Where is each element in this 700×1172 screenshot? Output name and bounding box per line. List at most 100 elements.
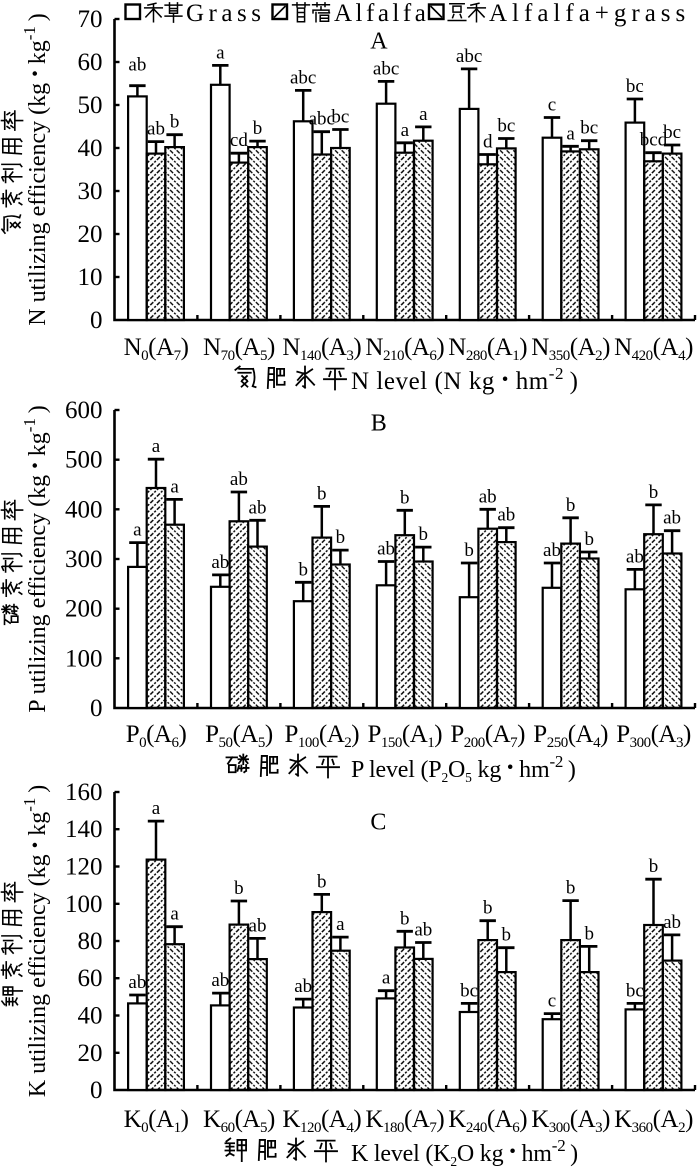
svg-text:a: a — [382, 968, 391, 989]
svg-text:ab: ab — [663, 508, 681, 529]
svg-text:b: b — [584, 529, 594, 550]
svg-text:b: b — [566, 878, 576, 899]
svg-text:30: 30 — [78, 178, 103, 205]
svg-text:0: 0 — [90, 307, 103, 334]
svg-text:K level (K2​O kg •​ hm-2 ): K level (K2​O kg •​ hm-2 ) — [351, 1136, 578, 1167]
svg-text:300: 300 — [65, 546, 103, 573]
svg-text:K utilizing efficiency (kg •​: K utilizing efficiency (kg •​ kg-1 ) — [20, 785, 51, 1097]
svg-text:bc: bc — [626, 980, 644, 1001]
svg-text:b: b — [234, 878, 244, 899]
svg-text:b: b — [400, 908, 410, 929]
svg-text:ab: ab — [211, 552, 229, 573]
svg-text:600: 600 — [65, 397, 103, 424]
svg-text:ab: ab — [147, 119, 165, 140]
svg-text:a: a — [152, 798, 161, 819]
svg-text:ab: ab — [414, 920, 432, 941]
svg-text:60: 60 — [78, 965, 103, 992]
svg-text:b: b — [649, 856, 659, 877]
svg-text:Alfalfa: Alfalfa — [334, 0, 429, 27]
svg-text:Grass: Grass — [186, 0, 265, 27]
svg-text:80: 80 — [78, 928, 103, 955]
svg-text:b: b — [317, 871, 327, 892]
svg-text:K360​(A2​): K360​(A2​) — [614, 1106, 693, 1136]
svg-text:bc: bc — [331, 107, 349, 128]
svg-text:b: b — [317, 483, 327, 504]
svg-text:70: 70 — [78, 6, 103, 33]
svg-text:160: 160 — [65, 779, 103, 806]
svg-text:a: a — [401, 120, 410, 141]
svg-text:b: b — [336, 527, 346, 548]
svg-text:140: 140 — [65, 816, 103, 843]
svg-text:a: a — [170, 476, 179, 497]
svg-text:P200​(A7​): P200​(A7​) — [450, 721, 525, 751]
svg-text:50: 50 — [78, 92, 103, 119]
svg-text:B: B — [371, 411, 387, 437]
svg-text:ab: ab — [543, 540, 561, 561]
svg-text:ab: ab — [128, 55, 146, 76]
svg-text:b: b — [400, 487, 410, 508]
svg-text:P level (P2​O5​ kg •​ hm-2 ): P level (P2​O5​ kg •​ hm-2 ) — [351, 752, 576, 785]
svg-text:abc: abc — [373, 58, 399, 79]
svg-text:b: b — [298, 559, 308, 580]
svg-text:120: 120 — [65, 854, 103, 881]
svg-text:Alfalfa+grass: Alfalfa+grass — [489, 0, 690, 27]
svg-text:a: a — [170, 904, 179, 925]
svg-text:200: 200 — [65, 596, 103, 623]
svg-text:ab: ab — [230, 469, 248, 490]
svg-text:c: c — [548, 991, 556, 1012]
svg-text:b: b — [464, 540, 474, 561]
svg-text:abc: abc — [290, 67, 316, 88]
svg-text:N0​(A7​): N0​(A7​) — [124, 334, 189, 364]
svg-text:cd: cd — [230, 130, 248, 151]
svg-text:bc: bc — [626, 76, 644, 97]
svg-text:N level (N kg •​ hm-2 ): N level (N kg •​ hm-2 ) — [351, 364, 578, 395]
svg-text:ab: ab — [249, 915, 267, 936]
svg-text:ab: ab — [626, 546, 644, 567]
svg-text:ab: ab — [479, 486, 497, 507]
svg-text:ab: ab — [497, 505, 515, 526]
svg-text:b: b — [566, 495, 576, 516]
svg-text:d: d — [483, 132, 493, 153]
svg-text:N utilizing efficiency (kg •​: N utilizing efficiency (kg •​ kg-1 ) — [20, 13, 51, 325]
svg-text:K60​(A5​): K60​(A5​) — [203, 1106, 275, 1136]
svg-text:0: 0 — [90, 1077, 103, 1104]
svg-text:b: b — [253, 118, 263, 139]
svg-text:abc: abc — [456, 46, 482, 67]
svg-text:bcd: bcd — [640, 130, 668, 151]
svg-text:b: b — [502, 925, 512, 946]
svg-text:b: b — [584, 923, 594, 944]
svg-text:a: a — [566, 123, 575, 144]
svg-text:b: b — [483, 898, 493, 919]
svg-text:a: a — [216, 42, 225, 63]
svg-text:0: 0 — [90, 695, 103, 722]
svg-text:bc: bc — [663, 122, 681, 143]
svg-text:ab: ab — [211, 970, 229, 991]
svg-text:bc: bc — [497, 116, 515, 137]
svg-text:b: b — [419, 524, 429, 545]
svg-text:ab: ab — [128, 972, 146, 993]
svg-text:100: 100 — [65, 891, 103, 918]
svg-text:a: a — [133, 520, 142, 541]
svg-text:C: C — [370, 810, 386, 836]
svg-text:bc: bc — [460, 980, 478, 1001]
svg-text:A: A — [370, 29, 388, 55]
svg-text:500: 500 — [65, 447, 103, 474]
svg-text:a: a — [336, 914, 345, 935]
svg-text:a: a — [419, 104, 428, 125]
svg-text:100: 100 — [65, 645, 103, 672]
svg-text:c: c — [548, 95, 556, 116]
svg-text:ab: ab — [294, 976, 312, 997]
svg-text:abc: abc — [309, 109, 335, 130]
svg-text:a: a — [152, 436, 161, 457]
svg-text:400: 400 — [65, 496, 103, 523]
svg-text:20: 20 — [78, 1040, 103, 1067]
svg-text:b: b — [649, 482, 659, 503]
svg-text:60: 60 — [78, 49, 103, 76]
svg-text:10: 10 — [78, 264, 103, 291]
svg-text:P utilizing efficiency (kg •​: P utilizing efficiency (kg •​ kg-1 ) — [20, 405, 51, 713]
svg-text:ab: ab — [377, 539, 395, 560]
svg-text:40: 40 — [78, 135, 103, 162]
svg-text:ab: ab — [249, 497, 267, 518]
svg-text:20: 20 — [78, 221, 103, 248]
svg-text:40: 40 — [78, 1003, 103, 1030]
